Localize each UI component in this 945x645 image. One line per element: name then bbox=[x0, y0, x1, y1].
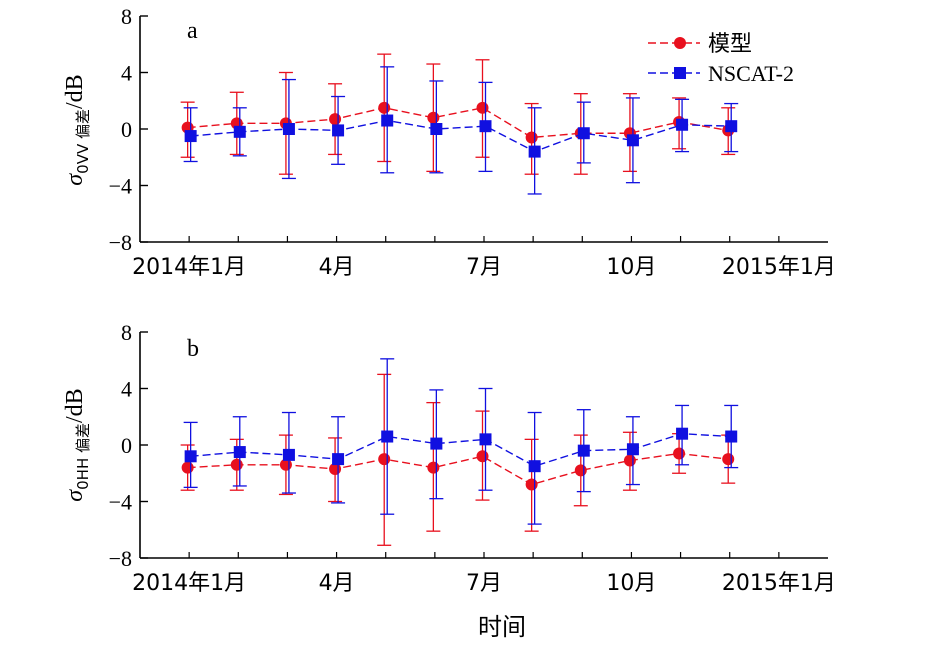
x-tick-label: 4月 bbox=[319, 255, 355, 280]
panel-letter: a bbox=[187, 18, 198, 44]
data-point bbox=[676, 427, 689, 440]
data-point bbox=[430, 123, 443, 135]
data-point bbox=[525, 478, 538, 491]
series-line bbox=[187, 452, 729, 486]
data-point bbox=[378, 101, 391, 114]
data-point bbox=[528, 145, 541, 158]
data-point bbox=[722, 453, 735, 466]
data-point bbox=[479, 433, 492, 446]
x-tick-label: 2014年1月 bbox=[132, 255, 246, 280]
data-point bbox=[525, 131, 538, 144]
data-point bbox=[329, 113, 342, 126]
panel-a-chart: −8 −4 0 4 8 2014年1月 4月 7月 10月 2015年1月 a σ0VV 偏差/dB bbox=[62, 4, 836, 280]
x-tick-label: 2014年1月 bbox=[132, 571, 246, 596]
y-tick-label: −4 bbox=[109, 174, 132, 199]
x-tick-label: 4月 bbox=[319, 571, 355, 596]
data-point bbox=[282, 123, 295, 135]
y-tick-label: 4 bbox=[121, 61, 132, 86]
data-point bbox=[332, 453, 345, 466]
data-point bbox=[476, 101, 489, 114]
y-tick-label: −4 bbox=[109, 490, 132, 515]
data-point bbox=[184, 450, 197, 463]
legend-label-nscat: NSCAT-2 bbox=[708, 61, 794, 86]
data-point bbox=[676, 118, 689, 131]
data-point bbox=[181, 461, 194, 474]
y-tick-label: 0 bbox=[121, 117, 132, 142]
series-line bbox=[190, 119, 732, 153]
legend-label-model: 模型 bbox=[708, 31, 752, 56]
y-tick-label: 8 bbox=[121, 320, 132, 345]
x-tick-label: 10月 bbox=[606, 571, 656, 596]
data-point bbox=[626, 134, 639, 147]
x-tick-label: 7月 bbox=[466, 571, 502, 596]
x-tick-label: 7月 bbox=[466, 255, 502, 280]
series-line bbox=[187, 107, 729, 139]
y-tick-label: −8 bbox=[109, 546, 132, 571]
data-point bbox=[427, 461, 440, 474]
data-point bbox=[673, 447, 686, 460]
panel-letter: b bbox=[187, 336, 199, 362]
data-point bbox=[332, 124, 345, 137]
y-tick-label: 4 bbox=[121, 377, 132, 402]
x-tick-label: 10月 bbox=[606, 255, 656, 280]
data-point bbox=[233, 446, 246, 459]
data-point bbox=[427, 111, 440, 124]
legend: 模型 NSCAT-2 bbox=[648, 31, 794, 86]
legend-marker-model bbox=[674, 37, 686, 49]
data-point bbox=[574, 464, 587, 477]
data-point bbox=[577, 127, 590, 140]
data-point bbox=[430, 437, 443, 450]
panel-b-chart: −8 −4 0 4 8 2014年1月 4月 7月 10月 2015年1月 b σ0HH 偏差/dB bbox=[62, 320, 836, 596]
data-point bbox=[528, 460, 541, 473]
data-point bbox=[725, 120, 738, 133]
data-point bbox=[378, 453, 391, 466]
x-axis-title: 时间 bbox=[478, 613, 526, 641]
data-point bbox=[725, 430, 738, 443]
data-point bbox=[623, 454, 636, 467]
data-point bbox=[381, 430, 394, 443]
x-tick-label: 2015年1月 bbox=[722, 571, 836, 596]
data-point bbox=[381, 114, 394, 127]
data-point bbox=[476, 450, 489, 463]
series-line bbox=[190, 432, 732, 467]
y-axis-title: σ0HH 偏差/dB bbox=[62, 388, 92, 501]
x-tick-label: 2015年1月 bbox=[722, 255, 836, 280]
y-tick-label: 8 bbox=[121, 4, 132, 29]
data-point bbox=[184, 130, 197, 143]
data-point bbox=[233, 125, 246, 138]
data-point bbox=[577, 444, 590, 457]
y-axis-title: σ0VV 偏差/dB bbox=[62, 74, 92, 185]
legend-marker-nscat bbox=[674, 67, 686, 79]
data-point bbox=[230, 458, 243, 471]
y-tick-label: −8 bbox=[109, 230, 132, 255]
data-point bbox=[282, 448, 295, 461]
data-point bbox=[626, 443, 639, 456]
data-point bbox=[479, 120, 492, 133]
y-tick-label: 0 bbox=[121, 433, 132, 458]
